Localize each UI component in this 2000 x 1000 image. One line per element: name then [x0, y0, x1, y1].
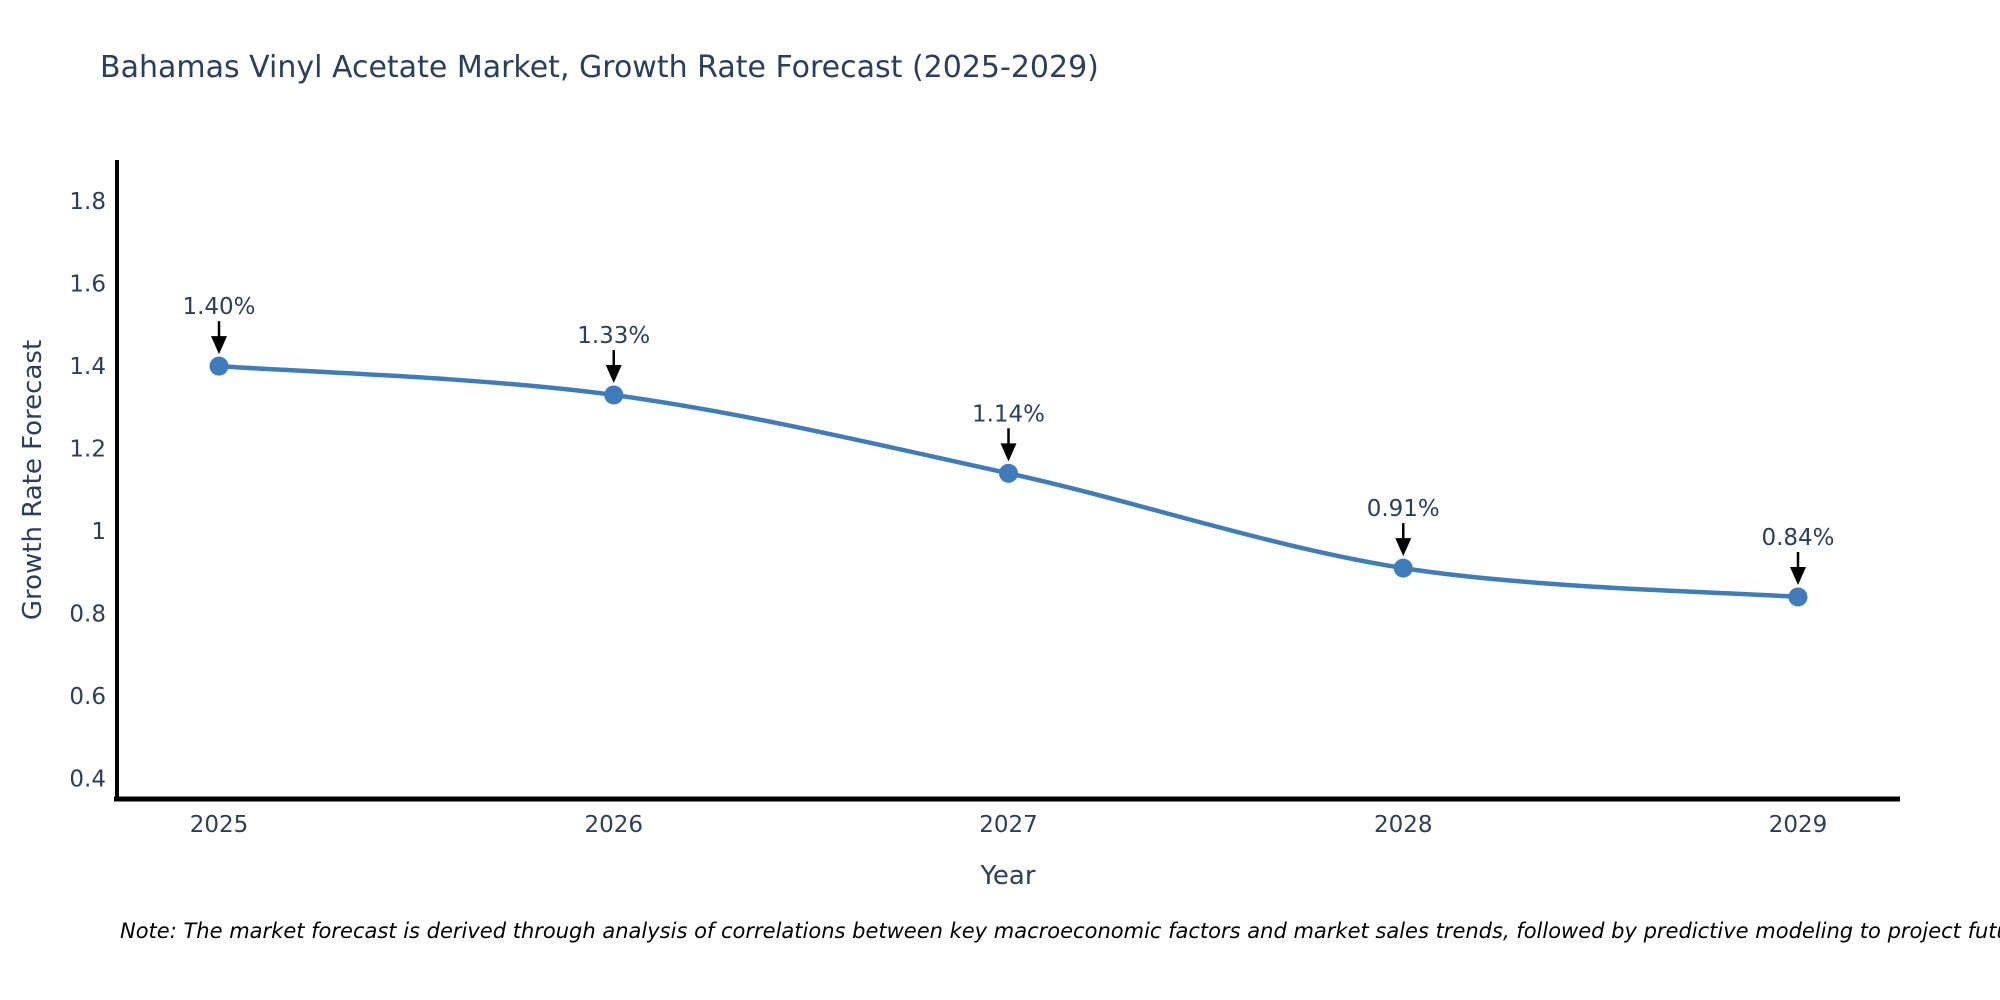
data-point-2028[interactable] [1393, 558, 1413, 578]
y-tick-label: 1.4 [69, 354, 106, 380]
y-tick-label: 1 [91, 519, 106, 545]
y-tick-label: 1.6 [69, 272, 106, 298]
annotation-arrow-head [1395, 538, 1412, 557]
annotation-label: 1.14% [972, 401, 1045, 427]
x-tick-label: 2029 [1769, 812, 1828, 838]
chart-title: Bahamas Vinyl Acetate Market, Growth Rat… [100, 50, 1099, 85]
y-tick-label: 0.8 [69, 601, 106, 627]
annotation-label: 1.33% [577, 323, 650, 349]
y-tick-label: 0.6 [69, 684, 106, 710]
y-tick-label: 0.4 [69, 766, 106, 792]
y-tick-label: 1.2 [69, 437, 106, 463]
footnote: Note: The market forecast is derived thr… [120, 919, 2000, 943]
annotation-arrow-head [211, 336, 227, 355]
x-axis-title: Year [980, 861, 1036, 891]
data-point-2027[interactable] [999, 463, 1018, 483]
annotation-arrow-head [1000, 443, 1017, 462]
x-tick-label: 2028 [1374, 812, 1433, 838]
data-point-2029[interactable] [1788, 587, 1808, 607]
annotation-label: 0.84% [1761, 525, 1834, 551]
annotation-arrow-head [1790, 566, 1806, 585]
annotation-arrow-head [605, 364, 622, 383]
annotation-label: 0.91% [1367, 496, 1440, 522]
x-tick-label: 2025 [190, 812, 249, 838]
data-point-2025[interactable] [209, 356, 229, 376]
x-tick-label: 2027 [979, 812, 1038, 838]
data-point-2026[interactable] [604, 385, 624, 405]
y-tick-label: 1.8 [69, 189, 106, 215]
annotation-label: 1.40% [182, 294, 255, 320]
y-axis-title: Growth Rate Forecast [18, 339, 48, 621]
x-tick-label: 2026 [584, 812, 643, 838]
